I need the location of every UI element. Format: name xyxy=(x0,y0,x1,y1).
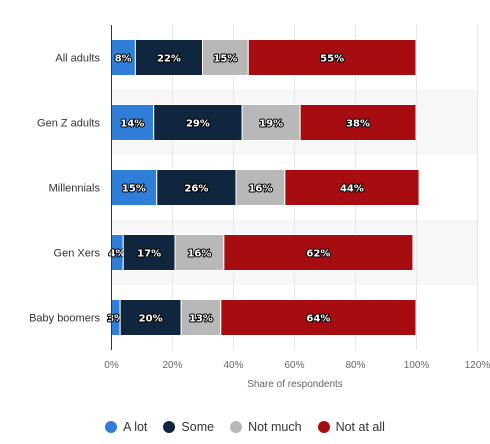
x-axis-title: Share of respondents xyxy=(247,379,343,390)
category-label: Millennials xyxy=(49,183,101,195)
data-label: 8% xyxy=(115,54,132,65)
x-tick-label: 120% xyxy=(465,360,490,371)
bar-segment xyxy=(223,234,414,271)
data-label: 16% xyxy=(187,249,211,260)
bar-segment xyxy=(202,39,249,76)
bar-segment xyxy=(153,104,243,141)
x-tick-labels: 0% 20% 40% 60% 80% 100% 120% xyxy=(104,360,490,371)
legend-item[interactable]: Some xyxy=(163,420,214,434)
data-label: 22% xyxy=(157,54,181,65)
legend-item[interactable]: Not at all xyxy=(317,420,385,434)
legend-label: Some xyxy=(181,420,215,434)
data-label: 38% xyxy=(346,119,370,130)
bar-segment xyxy=(156,169,237,206)
legend-label: Not at all xyxy=(335,420,385,434)
x-tick-label: 0% xyxy=(104,360,119,371)
legend-item[interactable]: A lot xyxy=(105,420,147,434)
data-label: 19% xyxy=(259,119,283,130)
bar-segment xyxy=(241,104,301,141)
x-tick-label: 80% xyxy=(345,360,365,371)
category-label: Gen Z adults xyxy=(37,118,100,130)
legend-dot-icon xyxy=(230,421,243,433)
x-tick-label: 60% xyxy=(284,360,304,371)
data-label: 14% xyxy=(120,119,144,130)
data-label: 15% xyxy=(122,184,146,195)
bar-segment xyxy=(110,104,155,141)
stacked-bar-chart: 8% 22% 15% 55% 14% 29% 19% 38% 15% 26% 16% 44% 4% 17%… xyxy=(29,25,490,390)
category-label: Baby boomers xyxy=(29,313,100,325)
data-label: 55% xyxy=(320,54,344,65)
data-label: 26% xyxy=(184,184,208,195)
bar-segment xyxy=(110,39,136,76)
bar-segment xyxy=(110,169,158,206)
category-labels: All adults Gen Z adults Millennials Gen Xer… xyxy=(29,53,100,325)
x-tick-label: 100% xyxy=(404,360,430,371)
data-label: 16% xyxy=(248,184,272,195)
legend-dot-icon xyxy=(163,421,176,433)
data-label: 20% xyxy=(139,314,163,325)
bar-segment xyxy=(235,169,286,206)
data-label: 62% xyxy=(306,249,330,260)
bars: 8% 22% 15% 55% 14% 29% 19% 38% 15% 26% 16% 44% 4% 17%… xyxy=(106,39,420,336)
data-label: 64% xyxy=(306,314,330,325)
legend-dot-icon xyxy=(105,421,118,433)
x-tick-label: 40% xyxy=(223,360,243,371)
bar-segment xyxy=(284,169,420,206)
bar-segment xyxy=(247,39,417,76)
data-label: 44% xyxy=(340,184,364,195)
x-tick-label: 20% xyxy=(162,360,182,371)
legend-dot-icon xyxy=(317,421,330,433)
bar-segment xyxy=(134,39,203,76)
legend-label: A lot xyxy=(123,420,148,434)
data-label: 15% xyxy=(213,54,237,65)
legend-item[interactable]: Not much xyxy=(230,420,302,434)
legend: A lot Some Not much Not at all xyxy=(0,418,490,436)
category-label: Gen Xers xyxy=(54,248,101,260)
bar-segment xyxy=(299,104,417,141)
data-label: 17% xyxy=(137,249,161,260)
data-label: 4% xyxy=(109,249,126,260)
legend-label: Not much xyxy=(248,420,302,434)
data-label: 13% xyxy=(189,314,213,325)
bar-segment xyxy=(220,299,417,336)
category-label: All adults xyxy=(55,53,100,65)
data-label: 29% xyxy=(186,119,210,130)
bar-segment xyxy=(119,299,182,336)
